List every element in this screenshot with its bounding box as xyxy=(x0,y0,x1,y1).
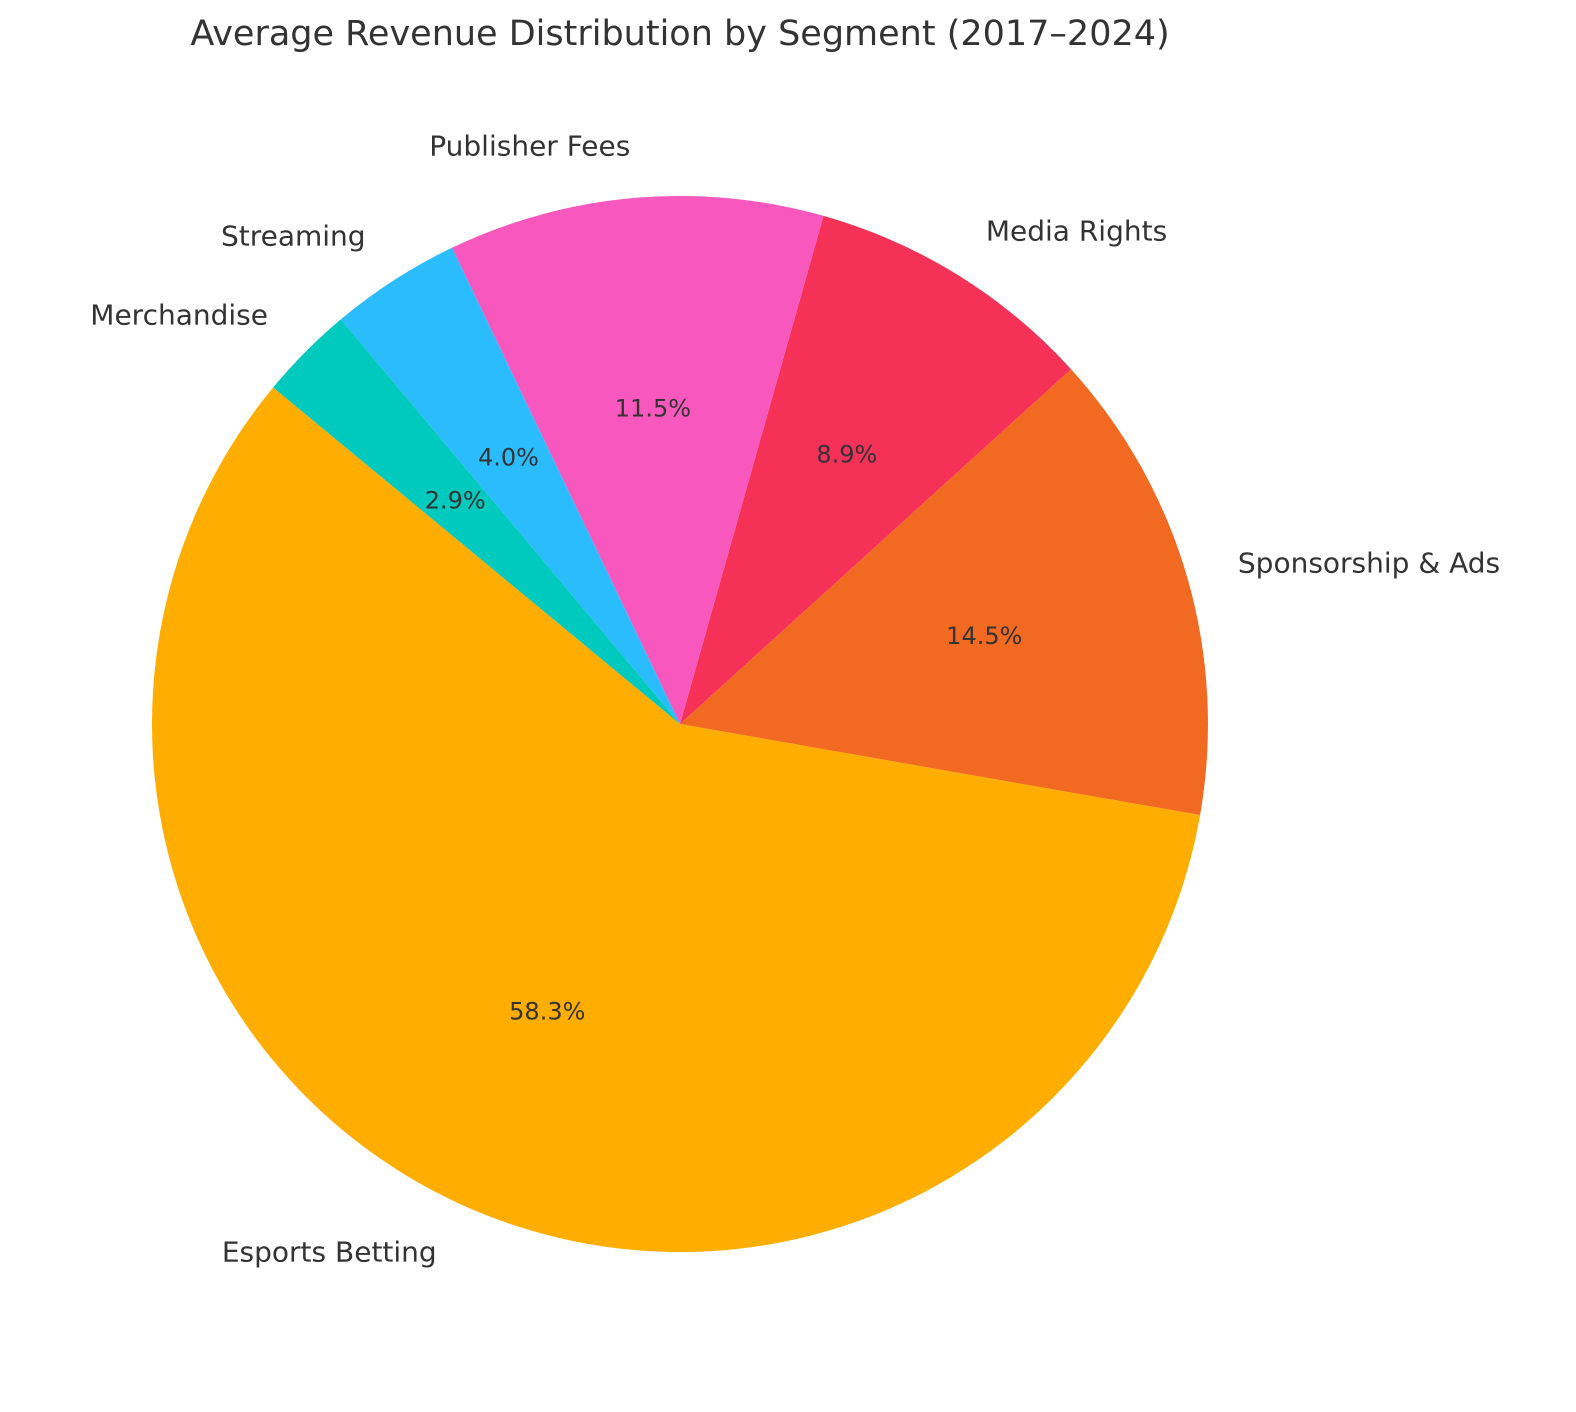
slice-percent-label: 4.0% xyxy=(478,444,539,472)
slice-percent-label: 8.9% xyxy=(816,441,877,469)
pie-slice-esports-betting xyxy=(152,387,1201,1252)
slice-percent-label: 58.3% xyxy=(509,998,585,1026)
slice-percent-label: 14.5% xyxy=(946,622,1022,650)
slice-category-label: Streaming xyxy=(221,220,366,253)
slice-percent-label: 2.9% xyxy=(425,487,486,515)
pie-slice-merchandise xyxy=(273,319,680,724)
chart-title: Average Revenue Distribution by Segment … xyxy=(190,14,1170,54)
slice-category-label: Merchandise xyxy=(90,299,268,332)
pie-slice-streaming xyxy=(340,247,680,724)
slice-category-label: Sponsorship & Ads xyxy=(1238,547,1500,580)
slice-percent-label: 11.5% xyxy=(615,394,691,422)
pie-slice-publisher-fees xyxy=(451,196,824,724)
slice-category-label: Media Rights xyxy=(986,214,1167,247)
pie-slice-media-rights xyxy=(680,215,1072,724)
slice-category-label: Esports Betting xyxy=(222,1235,437,1268)
pie-slice-sponsorship-ads xyxy=(680,369,1208,816)
slice-category-label: Publisher Fees xyxy=(429,129,630,162)
